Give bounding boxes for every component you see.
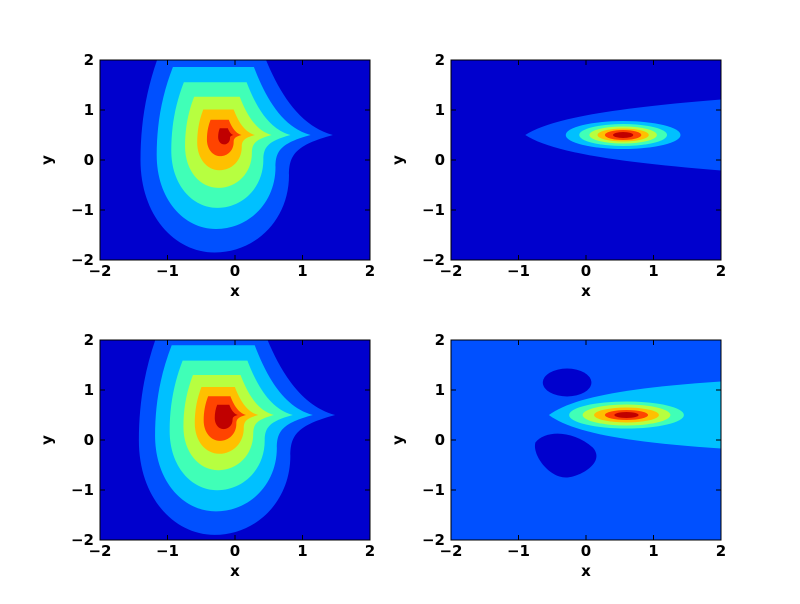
y-tick-label: −1: [71, 481, 94, 499]
x-tick-label: −2: [439, 262, 462, 280]
y-tick-label: −1: [422, 481, 445, 499]
x-tick-label: −1: [507, 262, 530, 280]
x-tick-label: 0: [581, 262, 591, 280]
y-tick-label: 2: [84, 51, 94, 69]
y-tick-label: −2: [422, 251, 445, 269]
x-axis-label: x: [230, 282, 240, 300]
y-tick-label: 2: [435, 331, 445, 349]
y-axis-label: y: [389, 155, 407, 165]
contour-fill: [100, 340, 370, 540]
y-tick-label: 2: [84, 331, 94, 349]
x-tick-label: 0: [230, 542, 240, 560]
contour-fill: [451, 60, 721, 260]
x-tick-label: 1: [648, 262, 658, 280]
x-tick-label: −1: [156, 542, 179, 560]
y-tick-label: −1: [71, 201, 94, 219]
y-tick-label: −2: [422, 531, 445, 549]
y-tick-label: −1: [422, 201, 445, 219]
x-tick-label: 1: [297, 542, 307, 560]
x-tick-label: −1: [156, 262, 179, 280]
y-tick-label: 0: [84, 431, 94, 449]
y-tick-label: −2: [71, 251, 94, 269]
x-tick-label: 2: [716, 542, 726, 560]
y-tick-label: −2: [71, 531, 94, 549]
x-tick-label: −2: [88, 542, 111, 560]
y-tick-label: 0: [435, 431, 445, 449]
x-axis-label: x: [581, 282, 591, 300]
x-tick-label: 0: [581, 542, 591, 560]
y-tick-label: 1: [84, 101, 94, 119]
y-tick-label: 0: [84, 151, 94, 169]
y-tick-label: 1: [435, 381, 445, 399]
x-tick-label: 2: [716, 262, 726, 280]
x-tick-label: −1: [507, 542, 530, 560]
contour-fill: [451, 340, 721, 540]
y-axis-label: y: [389, 435, 407, 445]
x-tick-label: 2: [365, 262, 375, 280]
x-tick-label: 1: [648, 542, 658, 560]
x-tick-label: 1: [297, 262, 307, 280]
y-tick-label: 2: [435, 51, 445, 69]
x-tick-label: 2: [365, 542, 375, 560]
x-tick-label: −2: [439, 542, 462, 560]
y-tick-label: 1: [435, 101, 445, 119]
y-tick-label: 0: [435, 151, 445, 169]
y-axis-label: y: [38, 155, 56, 165]
contour-fill: [100, 60, 370, 260]
x-axis-label: x: [581, 562, 591, 580]
x-axis-label: x: [230, 562, 240, 580]
x-tick-label: 0: [230, 262, 240, 280]
x-tick-label: −2: [88, 262, 111, 280]
y-axis-label: y: [38, 435, 56, 445]
y-tick-label: 1: [84, 381, 94, 399]
